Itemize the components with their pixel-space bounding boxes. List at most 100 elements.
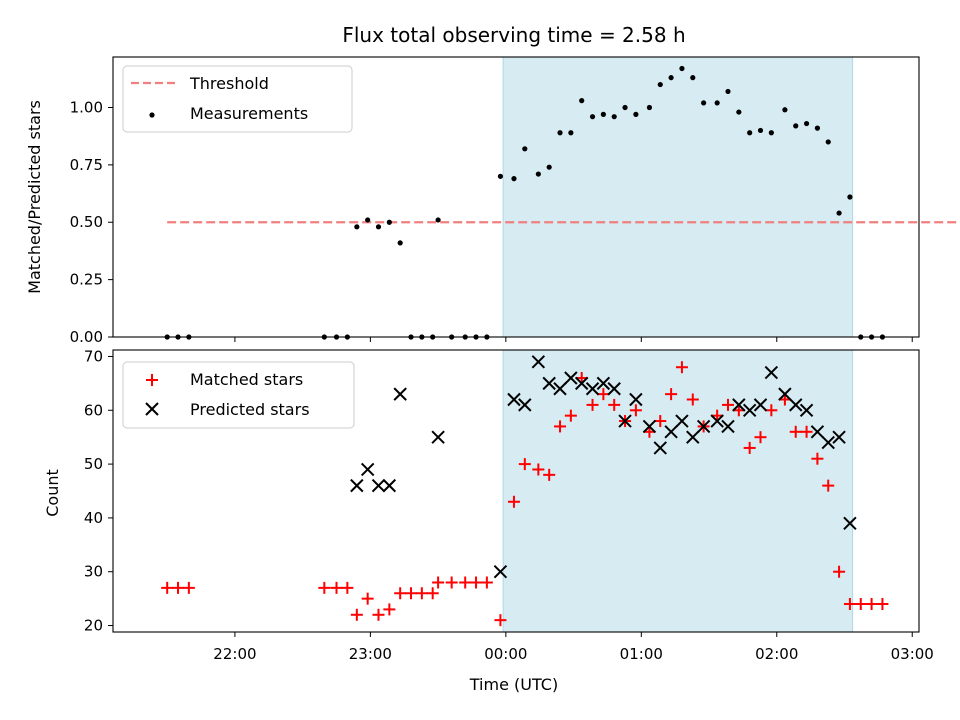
top-panel-shaded-span xyxy=(502,56,854,338)
matched-stars-point xyxy=(318,581,331,594)
predicted-stars-point xyxy=(542,376,556,391)
predicted-stars-point xyxy=(810,425,825,439)
observing-window-span xyxy=(502,349,854,633)
top-panel-legend: Threshold Measurements xyxy=(122,65,353,133)
measurement-point xyxy=(847,194,853,200)
matched-stars-point xyxy=(361,592,374,605)
measurement-point xyxy=(657,81,663,88)
measurement-point xyxy=(757,127,764,134)
measurement-point xyxy=(397,240,403,246)
matched-stars-point xyxy=(564,409,577,422)
observing-window-span xyxy=(502,56,854,338)
predicted-stars-point xyxy=(753,398,768,412)
predicted-stars-point xyxy=(360,462,375,477)
measurement-point xyxy=(668,75,674,81)
matched-stars-point xyxy=(172,581,185,594)
y-tick-label: 40 xyxy=(84,509,103,527)
legend-matched-label: Matched stars xyxy=(190,370,303,389)
x-tick-label: 03:00 xyxy=(891,645,934,663)
predicted-stars-point xyxy=(721,419,735,434)
predicted-stars-point xyxy=(574,376,589,391)
predicted-stars-point xyxy=(710,414,724,428)
axes-frame xyxy=(112,349,920,633)
predicted-stars-point xyxy=(778,387,792,401)
matched-stars-point xyxy=(854,598,867,611)
matched-stars-point xyxy=(675,361,688,374)
predicted-stars-point xyxy=(371,478,386,493)
predicted-stars-point xyxy=(553,382,567,396)
y-tick-label: 0.50 xyxy=(70,213,103,231)
predicted-stars-point xyxy=(531,355,546,369)
predicted-stars-point xyxy=(507,392,521,407)
measurement-point xyxy=(589,114,596,120)
predicted-stars-point xyxy=(431,430,445,444)
matched-stars-point xyxy=(543,468,556,481)
matched-stars-point xyxy=(743,441,756,454)
predicted-stars-point xyxy=(618,414,632,428)
predicted-stars-point xyxy=(393,387,407,401)
matched-stars-point xyxy=(686,393,699,406)
top-panel: Flux total observing time = 2.58 h 0.000… xyxy=(25,23,960,346)
matched-stars-point xyxy=(470,576,483,589)
bottom-panel: 22:00 23:00 00:00 01:00 02:00 03:00 20 30 40 50 60… xyxy=(43,347,934,694)
x-tick-label: 22:00 xyxy=(213,645,256,663)
matched-stars-point xyxy=(754,431,767,444)
matched-stars-point xyxy=(507,495,520,508)
matched-stars-point xyxy=(341,581,354,594)
measurement-point xyxy=(579,98,585,104)
x-tick-label: 23:00 xyxy=(349,645,392,663)
measurement-point xyxy=(354,224,360,230)
matched-stars-point xyxy=(494,614,507,627)
predicted-stars-point xyxy=(832,430,846,444)
predicted-stars-point xyxy=(789,398,803,412)
predicted-stars-point xyxy=(629,392,643,407)
matched-stars-point xyxy=(765,404,778,417)
measurement-point xyxy=(725,88,731,95)
measurement-point xyxy=(679,65,685,72)
legend-measurements-swatch xyxy=(149,112,155,118)
predicted-stars-point xyxy=(382,478,397,493)
measurement-point xyxy=(793,123,799,129)
predicted-stars-point xyxy=(350,478,364,493)
top-panel-title: Flux total observing time = 2.58 h xyxy=(342,23,685,47)
matched-stars-point xyxy=(426,587,439,600)
measurement-point xyxy=(435,217,441,223)
predicted-stars-point xyxy=(642,419,657,434)
matched-stars-point xyxy=(876,598,889,611)
measurement-point xyxy=(803,120,810,127)
measurement-point xyxy=(825,139,831,145)
matched-stars-point xyxy=(415,587,428,600)
matched-stars-point xyxy=(480,576,493,589)
measurement-point xyxy=(600,111,606,117)
predicted-stars-point xyxy=(607,382,621,396)
matched-stars-point xyxy=(721,398,734,411)
matched-stars-point xyxy=(405,587,418,600)
y-tick-label: 1.00 xyxy=(70,98,103,116)
predicted-stars-point xyxy=(686,430,700,444)
predicted-stars-point xyxy=(596,376,611,391)
matched-stars-point xyxy=(597,388,610,401)
matched-stars-point xyxy=(182,581,195,594)
matched-stars-point xyxy=(161,581,174,594)
predicted-stars-point xyxy=(585,382,600,396)
predicted-stars-point xyxy=(653,441,667,455)
measurement-point xyxy=(736,109,742,115)
legend-predicted-swatch xyxy=(145,402,159,416)
matched-stars-point xyxy=(865,598,878,611)
axes-frame xyxy=(112,56,920,338)
matched-stars-point xyxy=(843,598,856,611)
y-tick-label: 30 xyxy=(84,563,103,581)
measurement-point xyxy=(546,164,552,170)
bottom-panel-points xyxy=(161,355,889,627)
matched-stars-point xyxy=(822,479,835,492)
predicted-stars-point xyxy=(843,516,857,530)
x-tick-label: 00:00 xyxy=(484,645,527,663)
x-tick-label: 01:00 xyxy=(620,645,663,663)
y-tick-label: 0.25 xyxy=(70,271,103,289)
predicted-stars-point xyxy=(675,414,689,428)
measurement-point xyxy=(633,111,639,117)
measurement-point xyxy=(557,130,563,136)
measurement-point xyxy=(782,107,788,113)
matched-stars-point xyxy=(394,587,407,600)
matched-stars-point xyxy=(800,425,813,438)
